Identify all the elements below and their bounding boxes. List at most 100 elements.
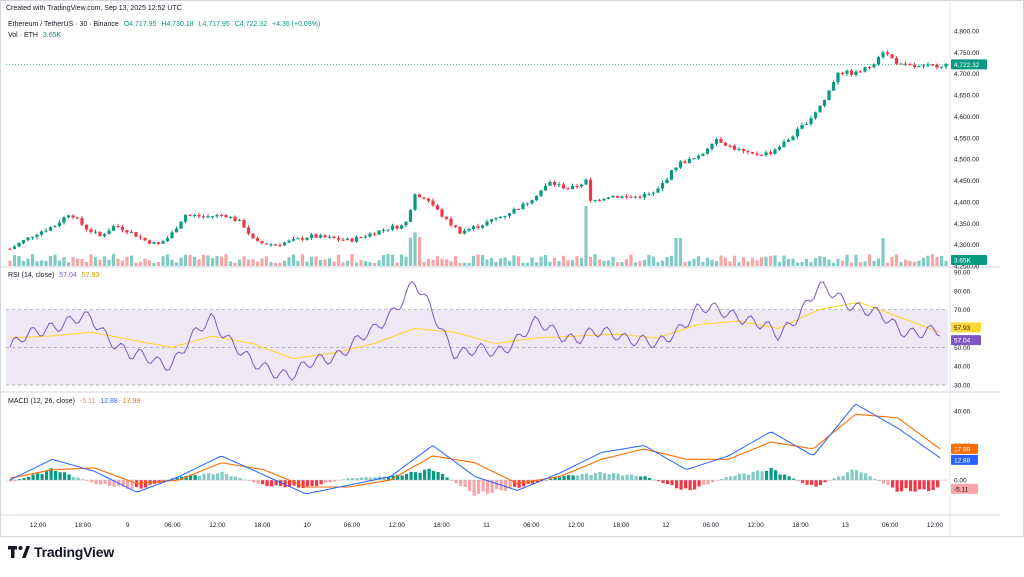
macd-histogram-bar [742, 473, 746, 481]
volume-bar [471, 256, 476, 266]
volume-bar [449, 261, 453, 266]
candle-body [350, 238, 354, 242]
macd-histogram-bar [598, 471, 602, 481]
volume-bar [147, 260, 152, 266]
volume-bar [390, 254, 395, 266]
candle-body [543, 185, 548, 191]
ohlc-open: O4,717.95 [123, 21, 157, 28]
volume-bar [489, 257, 494, 266]
candle-body [188, 215, 192, 217]
time-axis-label: 06:00 [164, 522, 181, 529]
macd-histogram-bar [639, 476, 643, 481]
volume-bar [917, 260, 921, 266]
candle-body [629, 196, 633, 198]
candle-body [152, 242, 156, 244]
volume-bar [647, 254, 651, 266]
macd-histogram-bar [864, 473, 868, 481]
candle-body [525, 203, 530, 205]
macd-histogram-bar [351, 478, 355, 481]
macd-histogram-bar [756, 470, 760, 481]
volume-bar [381, 255, 386, 266]
candle-body [935, 64, 939, 68]
volume-bar [912, 261, 917, 266]
macd-histogram-bar [414, 472, 418, 481]
volume-bar [12, 255, 17, 266]
volume-badge [951, 255, 987, 265]
volume-bar [48, 256, 53, 266]
candle-body [656, 188, 660, 193]
volume-bar [768, 255, 773, 266]
volume-bar [75, 258, 80, 266]
macd-histogram-bar [873, 479, 877, 481]
volume-bar [921, 257, 926, 266]
macd-histogram-bar [427, 468, 431, 481]
volume-bar [633, 262, 638, 266]
volume-bar [552, 257, 557, 266]
volume-bar [476, 254, 480, 266]
candle-body [233, 216, 237, 222]
rsi-axis-label: 30.00 [954, 383, 971, 390]
macd-histogram-bar [688, 480, 692, 491]
macd-signal-value: 17.99 [122, 398, 141, 405]
macd-histogram-bar [792, 478, 796, 481]
volume-legend: Vol · ETH 3.65K [8, 32, 64, 39]
candle-body [93, 231, 98, 233]
rsi-ma-badge-text: 57.93 [954, 325, 971, 332]
macd-histogram-bar [657, 480, 661, 482]
volume-bar [764, 256, 768, 266]
candle-body [174, 228, 179, 233]
macd-histogram-bar [463, 480, 467, 487]
candle-body [822, 100, 827, 106]
macd-histogram-bar [643, 476, 647, 481]
candle-body [494, 218, 498, 220]
volume-bar [363, 261, 368, 266]
macd-histogram-bar [256, 480, 260, 484]
volume-bar [314, 256, 318, 266]
tradingview-logo: TradingView [8, 544, 114, 560]
candle-body [561, 184, 566, 189]
price-badge-text: 4,722.32 [954, 62, 980, 69]
macd-histogram-bar [18, 479, 22, 481]
candle-body [354, 236, 359, 242]
macd-histogram-bar [607, 474, 611, 481]
macd-histogram-bar [175, 476, 179, 481]
candle-body [377, 230, 381, 235]
created-with-note: Created with TradingView.com, Sep 13, 20… [6, 5, 182, 12]
candle-body [912, 65, 917, 68]
volume-bar [786, 258, 791, 266]
volume-bar [597, 259, 602, 266]
macd-histogram-bar [544, 480, 548, 481]
volume-bar [503, 257, 507, 266]
candle-body [701, 153, 705, 156]
macd-histogram-bar [661, 480, 665, 484]
macd-histogram-bar [121, 480, 125, 487]
volume-bar [566, 260, 570, 266]
volume-bar [453, 256, 458, 266]
macd-axis-label: 40.00 [954, 408, 971, 415]
macd-hist-value: -5.11 [79, 398, 96, 405]
volume-bar [237, 259, 242, 266]
volume-bar [269, 262, 273, 266]
candle-body [129, 231, 134, 233]
volume-bar [773, 255, 777, 266]
volume-bar [845, 254, 849, 266]
volume-bar [44, 260, 48, 266]
candle-body [858, 71, 863, 73]
volume-bar [462, 262, 467, 266]
candle-body [854, 71, 858, 75]
volume-bar [935, 257, 939, 266]
macd-signal-line [9, 413, 941, 488]
volume-bar [665, 257, 669, 266]
candle-body [21, 240, 26, 244]
volume-bar [206, 255, 210, 266]
macd-histogram-bar [616, 473, 620, 481]
candle-body [755, 153, 759, 155]
macd-histogram-bar [49, 468, 53, 481]
volume-bar [183, 254, 188, 266]
candle-body [638, 196, 642, 198]
macd-histogram-bar [441, 473, 445, 481]
macd-histogram-bar [324, 480, 328, 483]
volume-bar [174, 262, 179, 266]
volume-group [8, 206, 948, 266]
